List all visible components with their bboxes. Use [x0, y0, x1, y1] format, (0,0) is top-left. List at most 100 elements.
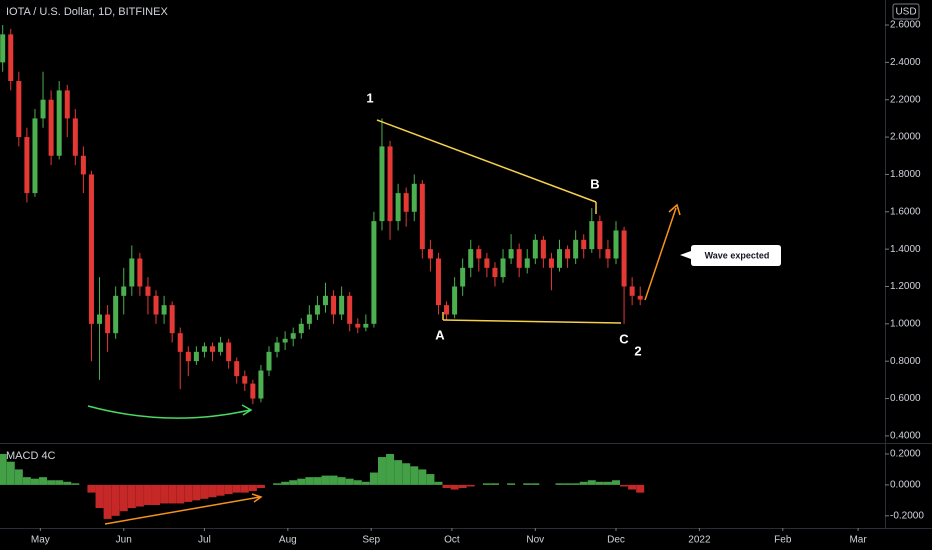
candle-body [419, 183, 425, 250]
candle-body [347, 295, 353, 324]
y-tick-label: 0.2000 [890, 449, 921, 460]
histogram-bar [450, 484, 459, 490]
candle-body [177, 333, 183, 352]
candle-body [411, 183, 417, 212]
candle-body [532, 239, 538, 259]
histogram-bar [555, 483, 564, 485]
x-tick-label: Jun [116, 535, 132, 546]
y-tick-label: 0.6000 [890, 393, 921, 404]
histogram-bar [434, 481, 443, 485]
histogram-bar [612, 480, 621, 485]
y-tick-label: 2.4000 [890, 57, 921, 68]
histogram-bar [135, 484, 144, 507]
candle-body [234, 361, 240, 377]
histogram-bar [345, 478, 354, 485]
candle-body [258, 370, 264, 399]
y-tick-label: 0.4000 [890, 431, 921, 442]
histogram-bar [63, 481, 72, 485]
histogram-bar [410, 466, 419, 485]
candle-body [500, 258, 506, 278]
histogram-bar [39, 477, 48, 485]
histogram-bar [55, 480, 64, 485]
y-tick-label: 2.6000 [890, 20, 921, 31]
y-tick-label: 1.0000 [890, 318, 921, 329]
candle-body [218, 342, 224, 352]
histogram-bar [192, 484, 201, 501]
y-tick-label: -0.2000 [890, 510, 924, 521]
candle-body [56, 90, 62, 156]
histogram-bar [152, 484, 161, 505]
curve-arrow [87, 405, 251, 419]
candle-body [121, 286, 127, 296]
candle-body [548, 258, 554, 268]
histogram-bar [313, 477, 322, 485]
histogram-bar [426, 474, 435, 485]
candle-body [145, 286, 151, 296]
candle-body [403, 193, 409, 212]
y-tick-label: 1.4000 [890, 244, 921, 255]
candle-body [540, 239, 546, 259]
candle-body [137, 258, 143, 287]
histogram-bar [321, 475, 330, 485]
candle-body [597, 221, 603, 250]
candle-body [331, 295, 337, 315]
histogram-bar [22, 477, 31, 485]
candle-body [282, 338, 288, 343]
candle-body [492, 267, 498, 278]
currency-box [892, 3, 920, 20]
candle-body [516, 249, 522, 268]
histogram-bar [361, 481, 370, 485]
arrow [104, 496, 261, 525]
candle-body [314, 305, 320, 315]
x-tick-label: Jul [198, 535, 211, 546]
candle-body [113, 295, 119, 334]
arrow-head [241, 404, 253, 416]
candle-body [605, 249, 611, 259]
histogram-bar [305, 477, 314, 485]
candle-body [193, 351, 199, 362]
y-tick-label: 2.2000 [890, 94, 921, 105]
histogram-bar [531, 483, 540, 485]
candle-body [201, 346, 207, 352]
candle-body [435, 258, 441, 306]
histogram-bar [482, 483, 491, 485]
candle-body [371, 221, 377, 324]
trend-line [376, 119, 597, 203]
y-tick-label: 1.6000 [890, 206, 921, 217]
candle-body [524, 258, 530, 268]
histogram-bar [603, 481, 612, 485]
candle-body [379, 146, 385, 222]
candle-body [468, 249, 474, 268]
candle-body [129, 258, 135, 287]
candle-body [387, 146, 393, 222]
histogram-bar [571, 483, 580, 485]
trend-line [442, 319, 622, 324]
histogram-bar [289, 480, 298, 485]
x-tick-label: Oct [444, 535, 460, 546]
chart-title: IOTA / U.S. Dollar, 1D, BITFINEX [6, 6, 168, 18]
x-tick-label: Feb [774, 535, 792, 546]
wave-label: C [619, 331, 629, 346]
candle-body [161, 305, 167, 315]
histogram-bar [47, 480, 56, 485]
candle-body [508, 249, 514, 259]
candle-body [16, 81, 22, 138]
histogram-bar [160, 484, 169, 504]
y-tick-label: 1.2000 [890, 281, 921, 292]
candle-body [476, 249, 482, 259]
histogram-bar [507, 483, 516, 485]
candle-body [557, 249, 563, 268]
histogram-bar [14, 469, 23, 485]
candle-body [266, 351, 272, 371]
candle-body [581, 239, 587, 250]
histogram-bar [418, 469, 427, 485]
candle-body [0, 34, 6, 63]
histogram-bar [273, 483, 282, 485]
candle-body [242, 376, 248, 384]
y-tick-label: 0.0000 [890, 480, 921, 491]
plot-area: 2.6000 2.4000 2.2000 2.0000 1.8000 1.6000 1.40… [0, 20, 924, 546]
histogram-bar [337, 477, 346, 485]
candle-body [427, 249, 433, 259]
histogram-bar [184, 484, 193, 502]
candle-body [322, 295, 328, 306]
